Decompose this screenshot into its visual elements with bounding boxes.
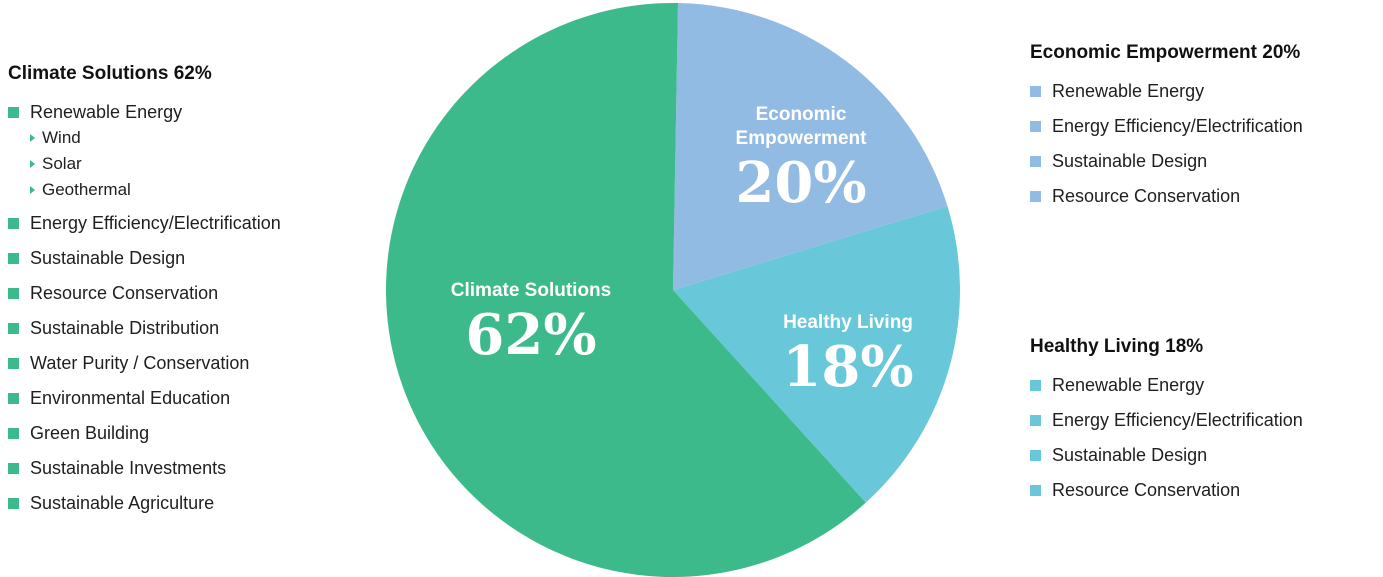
- list-item: Environmental Education: [8, 387, 281, 422]
- bullet-square-icon: [8, 253, 19, 264]
- list-item: Renewable Energy: [1030, 80, 1303, 115]
- climate-solutions-panel: Climate Solutions 62% Renewable Energy W…: [8, 63, 281, 527]
- list-item-label: Water Purity / Conservation: [30, 353, 250, 373]
- bullet-square-icon: [1030, 450, 1041, 461]
- list-item: Resource Conservation: [8, 282, 281, 317]
- list-item-label: Resource Conservation: [1052, 480, 1241, 500]
- sub-item-label: Geothermal: [42, 180, 131, 199]
- list-item-label: Sustainable Design: [1052, 151, 1208, 171]
- list-item: Sustainable Design: [1030, 444, 1303, 479]
- slice-name-label: Healthy Living: [783, 312, 913, 333]
- bullet-square-icon: [8, 498, 19, 509]
- bullet-square-icon: [8, 288, 19, 299]
- list-item-label: Renewable Energy: [1052, 81, 1205, 101]
- bullet-square-icon: [8, 428, 19, 439]
- sub-item-label: Solar: [42, 154, 82, 173]
- bullet-square-icon: [1030, 86, 1041, 97]
- bullet-square-icon: [8, 393, 19, 404]
- bullet-square-icon: [8, 218, 19, 229]
- bullet-square-icon: [1030, 415, 1041, 426]
- list-item: Energy Efficiency/Electrification: [1030, 409, 1303, 444]
- bullet-square-icon: [8, 463, 19, 474]
- list-item: Renewable Energy: [1030, 374, 1303, 409]
- bullet-square-icon: [1030, 380, 1041, 391]
- list-item-label: Energy Efficiency/Electrification: [1052, 116, 1303, 136]
- list-item-label: Sustainable Agriculture: [30, 493, 215, 513]
- pie-slice-economic-empowerment: [673, 3, 948, 290]
- list-item-label: Sustainable Design: [1052, 445, 1208, 465]
- climate-solutions-title: Climate Solutions 62%: [8, 63, 212, 84]
- list-item-label: Energy Efficiency/Electrification: [1052, 410, 1303, 430]
- bullet-square-icon: [8, 323, 19, 334]
- sub-list-item: Geothermal: [8, 180, 281, 212]
- caret-right-icon: [30, 134, 35, 142]
- list-item: Sustainable Distribution: [8, 317, 281, 352]
- list-item-label: Renewable Energy: [30, 102, 183, 122]
- list-item-label: Sustainable Distribution: [30, 318, 220, 338]
- slice-percent-label: 18%: [782, 334, 913, 400]
- list-item-label: Energy Efficiency/Electrification: [30, 213, 281, 233]
- list-item: Water Purity / Conservation: [8, 352, 281, 387]
- list-item: Sustainable Agriculture: [8, 492, 281, 527]
- economic-empowerment-title: Economic Empowerment 20%: [1030, 42, 1301, 63]
- caret-right-icon: [30, 160, 35, 168]
- healthy-living-panel: Healthy Living 18% Renewable Energy Ener…: [1030, 336, 1303, 514]
- bullet-square-icon: [1030, 121, 1041, 132]
- list-item-label: Sustainable Design: [30, 248, 186, 268]
- slice-name-label: Empowerment: [736, 128, 868, 149]
- healthy-living-title: Healthy Living 18%: [1030, 336, 1204, 357]
- bullet-square-icon: [8, 358, 19, 369]
- list-item: Renewable Energy: [8, 101, 281, 128]
- caret-right-icon: [30, 186, 35, 194]
- list-item: Resource Conservation: [1030, 479, 1303, 514]
- sub-list-item: Solar: [8, 154, 281, 180]
- slice-name-label: Climate Solutions: [451, 280, 611, 301]
- list-item-label: Resource Conservation: [30, 283, 219, 303]
- list-item-label: Sustainable Investments: [30, 458, 227, 478]
- list-item: Energy Efficiency/Electrification: [8, 212, 281, 247]
- sub-item-label: Wind: [42, 128, 81, 147]
- bullet-square-icon: [8, 107, 19, 118]
- pie-slice-healthy-living: [673, 206, 960, 503]
- list-item-label: Environmental Education: [30, 388, 231, 408]
- slice-percent-label: 20%: [735, 150, 866, 216]
- list-item-label: Green Building: [30, 423, 150, 443]
- list-item: Sustainable Design: [1030, 150, 1303, 185]
- pie-slice-climate-solutions: [385, 2, 866, 577]
- bullet-square-icon: [1030, 191, 1041, 202]
- bullet-square-icon: [1030, 156, 1041, 167]
- bullet-square-icon: [1030, 485, 1041, 496]
- slice-name-label: Economic: [756, 104, 847, 125]
- list-item-label: Resource Conservation: [1052, 186, 1241, 206]
- economic-empowerment-panel: Economic Empowerment 20% Renewable Energ…: [1030, 42, 1303, 220]
- list-item: Green Building: [8, 422, 281, 457]
- list-item: Sustainable Design: [8, 247, 281, 282]
- list-item: Sustainable Investments: [8, 457, 281, 492]
- list-item: Energy Efficiency/Electrification: [1030, 115, 1303, 150]
- sub-list-item: Wind: [8, 128, 281, 154]
- list-item-label: Renewable Energy: [1052, 375, 1205, 395]
- list-item: Resource Conservation: [1030, 185, 1303, 220]
- slice-percent-label: 62%: [465, 302, 596, 368]
